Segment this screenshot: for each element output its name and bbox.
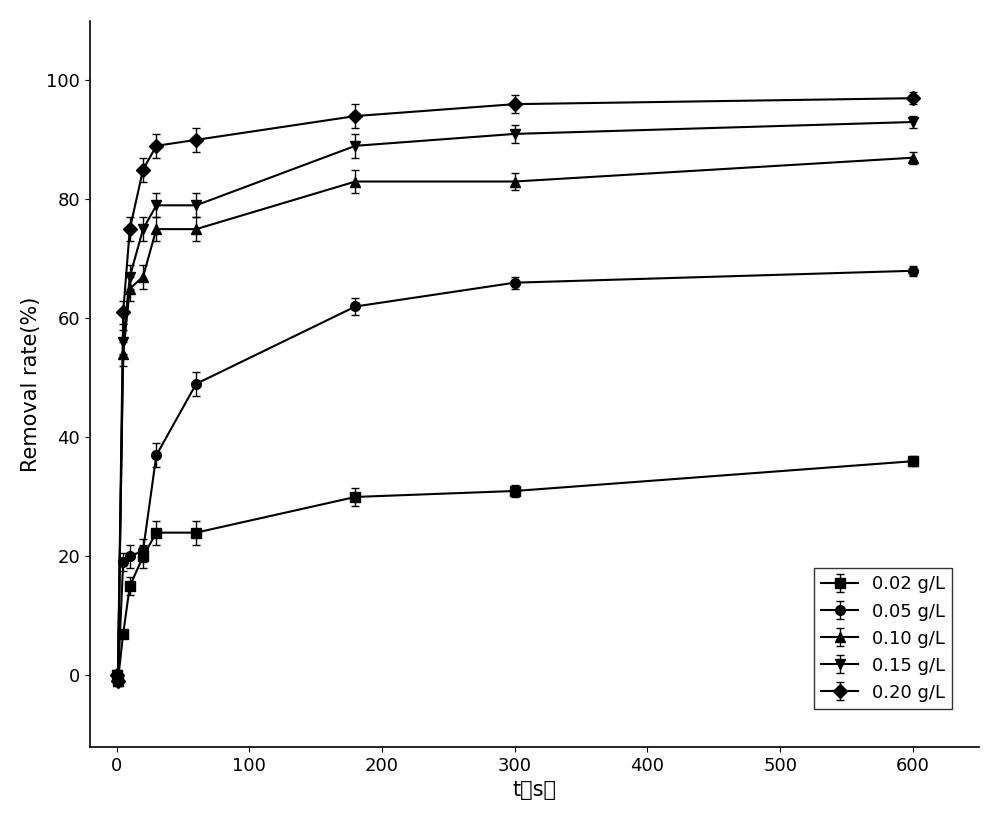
Y-axis label: Removal rate(%): Removal rate(%) xyxy=(21,296,41,471)
Legend: 0.02 g/L, 0.05 g/L, 0.10 g/L, 0.15 g/L, 0.20 g/L: 0.02 g/L, 0.05 g/L, 0.10 g/L, 0.15 g/L, … xyxy=(814,568,952,709)
X-axis label: t（s）: t（s） xyxy=(513,780,557,800)
